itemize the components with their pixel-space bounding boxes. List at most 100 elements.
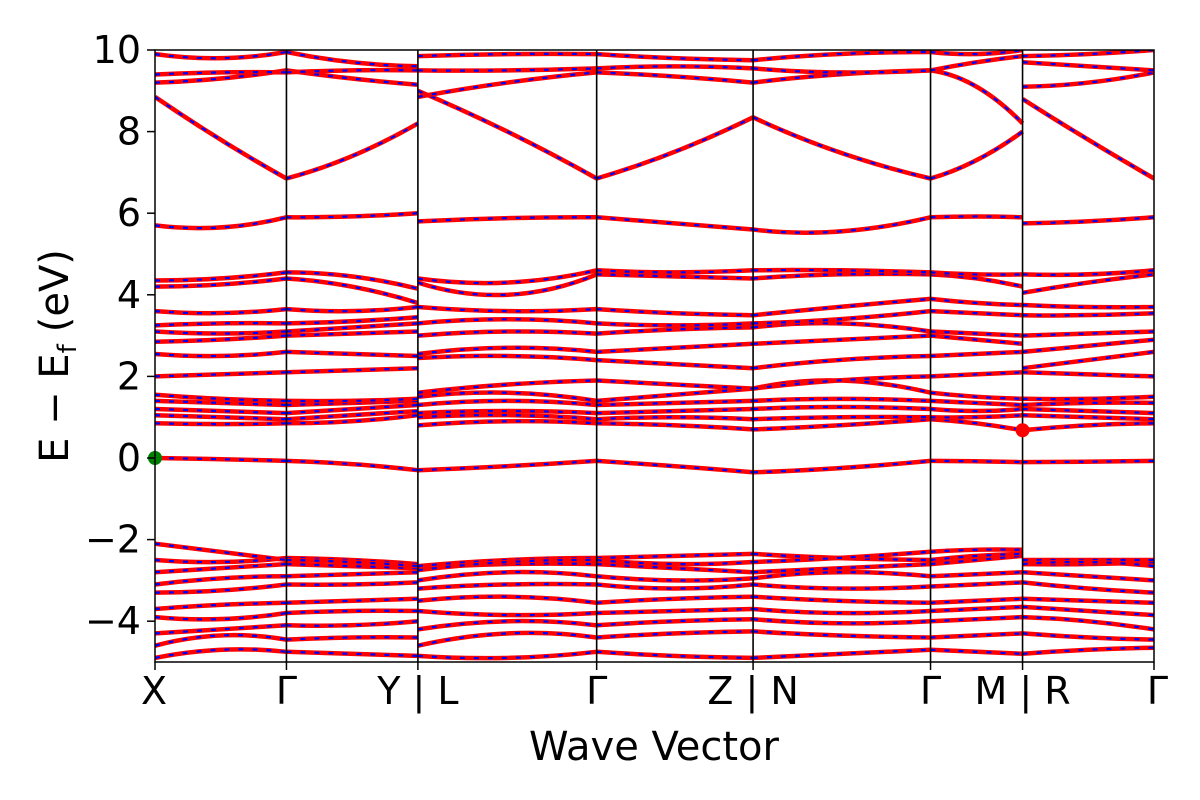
band-line-overlay xyxy=(930,50,1023,56)
band-line-overlay xyxy=(752,375,931,390)
band-line-overlay xyxy=(155,334,287,343)
band-line-overlay xyxy=(596,630,754,639)
band-line-overlay xyxy=(753,397,931,402)
band-line-overlay xyxy=(753,67,931,74)
band-line-overlay xyxy=(155,308,287,315)
band-line-overlay xyxy=(286,403,418,415)
band-line-overlay xyxy=(930,297,1023,307)
y-tick-label: 0 xyxy=(117,436,141,480)
band-line-overlay xyxy=(1022,395,1154,401)
band-line xyxy=(1022,394,1154,402)
band-line-overlay xyxy=(417,650,597,660)
y-axis-title-main: E − E xyxy=(32,353,78,463)
band-line-overlay xyxy=(596,650,754,659)
band-line-overlay xyxy=(596,607,754,615)
band-line-overlay xyxy=(753,268,931,274)
band-line-overlay xyxy=(753,648,931,659)
band-line xyxy=(417,272,598,298)
band-line-overlay xyxy=(286,277,419,305)
band-line-overlay xyxy=(1022,312,1154,317)
band-line-overlay xyxy=(417,354,597,362)
band-line-overlay xyxy=(286,367,418,374)
band-line-overlay xyxy=(596,459,754,474)
band-line-overlay xyxy=(596,53,754,62)
band-line-overlay xyxy=(286,581,418,586)
band-line-overlay xyxy=(286,414,419,425)
band-line-overlay xyxy=(752,322,931,333)
band-line xyxy=(930,68,1025,125)
band-line-overlay xyxy=(155,216,287,230)
band-line-overlay xyxy=(930,215,1023,219)
band-line-overlay xyxy=(155,542,287,562)
band-line-overlay xyxy=(596,65,754,70)
band-line-overlay xyxy=(155,563,287,574)
band-line-overlay xyxy=(596,342,754,353)
band-line-overlay xyxy=(155,393,287,402)
band-line-overlay xyxy=(1022,414,1154,421)
band-line-overlay xyxy=(417,391,597,402)
band-line xyxy=(1022,400,1154,408)
band-line-overlay xyxy=(155,414,287,421)
band-line-overlay xyxy=(286,316,418,325)
band-line-overlay xyxy=(286,69,418,74)
band-line-overlay xyxy=(596,379,754,390)
band-line-overlay xyxy=(1022,571,1154,582)
band-line-overlay xyxy=(417,399,597,407)
band-line-overlay xyxy=(930,334,1023,345)
band-line-overlay xyxy=(930,271,1023,276)
band-line-overlay xyxy=(286,410,418,421)
x-tick-label: Y | L xyxy=(376,669,458,714)
band-line-overlay xyxy=(286,322,418,333)
band-line-overlay xyxy=(155,277,287,288)
band-line-overlay xyxy=(753,630,931,639)
band-line xyxy=(417,70,597,100)
band-line-overlay xyxy=(1022,273,1154,294)
band-line-overlay xyxy=(1022,401,1154,407)
band-line-overlay xyxy=(155,71,287,76)
band-line xyxy=(286,580,419,587)
band-line-overlay xyxy=(930,414,1023,419)
band-line-overlay xyxy=(417,89,598,180)
band-line-overlay xyxy=(286,459,419,472)
band-line-overlay xyxy=(286,330,418,337)
band-line-overlay xyxy=(417,52,597,58)
band-line-overlay xyxy=(155,271,287,282)
band-line-overlay xyxy=(417,562,597,570)
band-line-overlay xyxy=(1022,459,1154,464)
band-line-overlay xyxy=(930,330,1023,337)
band-line-overlay xyxy=(1022,422,1154,432)
band-line-overlay xyxy=(155,648,287,659)
y-tick-label: 8 xyxy=(117,110,141,154)
x-tick-label: Γ xyxy=(920,669,941,713)
high-symmetry-lines xyxy=(285,50,1024,662)
band-line-overlay xyxy=(155,50,287,60)
band-line-overlay xyxy=(596,563,754,574)
band-line-overlay xyxy=(930,571,1023,578)
band-line xyxy=(752,115,932,181)
band-line-overlay xyxy=(596,575,754,582)
band-line-overlay xyxy=(930,548,1023,553)
band-line-overlay xyxy=(417,216,597,223)
band-line-overlay xyxy=(753,310,931,325)
band-line-overlay xyxy=(930,371,1023,378)
band-line-overlay xyxy=(417,570,597,582)
band-line-overlay xyxy=(1022,581,1154,594)
band-line-overlay xyxy=(596,416,754,421)
band-line-overlay xyxy=(417,619,597,631)
band-line-overlay xyxy=(753,618,931,625)
band-line-overlay xyxy=(753,550,931,564)
band-line-overlay xyxy=(753,405,931,411)
band-line xyxy=(417,408,597,416)
band-line-overlay xyxy=(596,273,754,280)
band-line-overlay xyxy=(596,595,754,604)
x-axis-ticks: X Γ Y | L Γ Z | N Γ M | R Γ xyxy=(141,662,1168,714)
band-line xyxy=(155,421,287,427)
band-line-overlay xyxy=(286,571,418,578)
band-line-overlay xyxy=(1022,646,1154,655)
band-line xyxy=(286,67,418,75)
band-line-overlay xyxy=(286,350,418,358)
band-line-overlay xyxy=(1022,330,1154,337)
band-line-overlay xyxy=(930,554,1023,566)
x-axis-title: Wave Vector xyxy=(529,724,780,770)
band-line-overlay xyxy=(596,387,754,402)
